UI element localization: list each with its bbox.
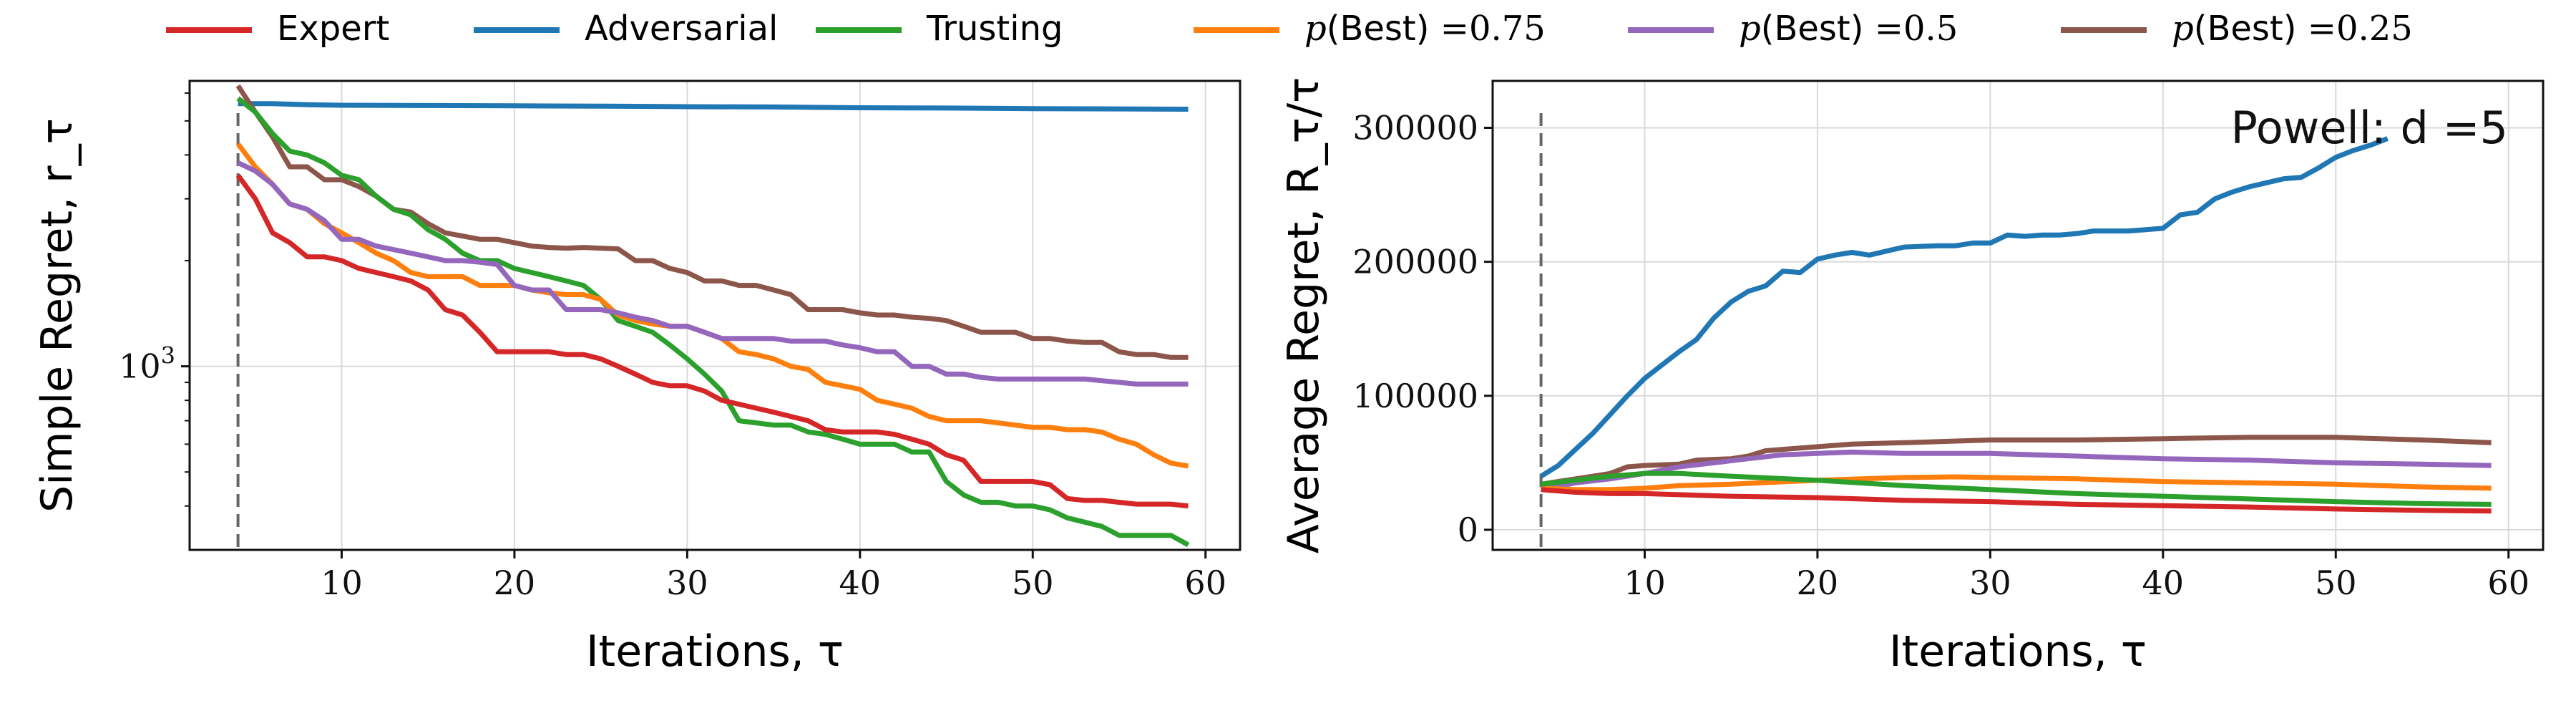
legend-entry-p025: p(Best) =0.25	[2061, 9, 2413, 49]
legend-label: Trusting	[926, 9, 1063, 49]
y-tick-label: 0	[1458, 511, 1478, 549]
legend-entry-p05: p(Best) =0.5	[1628, 9, 1958, 49]
y-axis-label: Simple Regret, r_τ	[32, 118, 82, 513]
legend-entry-expert: Expert	[166, 9, 389, 49]
x-tick-label: 30	[1969, 563, 2011, 602]
legend-label: p(Best) =0.25	[2172, 9, 2413, 49]
x-tick-label: 20	[1797, 563, 1839, 602]
series-lines	[1539, 136, 2492, 514]
x-tick-label: 40	[2142, 563, 2185, 602]
axis-ticks: 10 20 30 40 50 60 103	[119, 92, 1226, 602]
x-tick-label: 20	[494, 563, 536, 602]
x-tick-label: 30	[666, 563, 708, 602]
series-line-adversarial	[238, 101, 1189, 112]
series-lines	[235, 84, 1190, 548]
x-tick-label: 60	[2487, 563, 2529, 602]
legend-label: p(Best) =0.5	[1739, 9, 1958, 49]
x-axis-label: Iterations, τ	[1889, 626, 2147, 677]
y-tick-label: 300000	[1352, 109, 1478, 147]
legend-entry-trusting: Trusting	[816, 9, 1063, 49]
x-tick-label: 50	[2315, 563, 2357, 602]
plot-annotation: Powell: d =5	[2231, 102, 2508, 154]
legend-entry-p075: p(Best) =0.75	[1194, 9, 1546, 49]
legend-label: Expert	[277, 9, 389, 49]
plot-frame	[188, 79, 1241, 551]
average-regret-chart: 10 20 30 40 50 60 0 100000 200000 300000 Average …	[1279, 77, 2545, 677]
legend: Expert Adversarial Trusting p(Best) =0.75 p(…	[166, 9, 2413, 49]
legend-entry-adversarial: Adversarial	[474, 9, 778, 49]
legend-label: Adversarial	[585, 9, 778, 49]
y-axis-label: Average Regret, R_τ/τ	[1279, 77, 1329, 554]
series-line-p075	[1541, 474, 2492, 493]
series-line-trusting	[236, 96, 1190, 548]
x-tick-label: 40	[839, 563, 882, 602]
y-tick-label: 103	[119, 342, 175, 386]
plot-frame	[1491, 79, 2545, 551]
series-line-adversarial	[1539, 136, 2389, 479]
grid	[190, 81, 1240, 550]
series-line-trusting	[1541, 470, 2492, 507]
series-line-p05	[237, 160, 1189, 387]
x-tick-label: 10	[321, 563, 363, 602]
x-tick-label: 50	[1012, 563, 1054, 602]
axis-ticks: 10 20 30 40 50 60 0 100000 200000 300000	[1352, 109, 2529, 603]
series-line-p025	[1541, 435, 2492, 487]
series-line-expert	[1541, 487, 2492, 514]
y-tick-label: 200000	[1352, 243, 1478, 281]
legend-label: p(Best) =0.75	[1304, 9, 1546, 49]
x-axis-label: Iterations, τ	[586, 626, 844, 677]
series-line-p075	[235, 142, 1189, 469]
simple-regret-chart: 10 20 30 40 50 60 103 Simple Regret, r_τ Itera…	[32, 79, 1241, 677]
x-tick-label: 60	[1184, 563, 1226, 602]
x-tick-label: 10	[1624, 563, 1666, 602]
series-line-expert	[235, 173, 1189, 509]
series-line-p025	[235, 84, 1189, 360]
y-tick-label: 100000	[1352, 377, 1478, 415]
